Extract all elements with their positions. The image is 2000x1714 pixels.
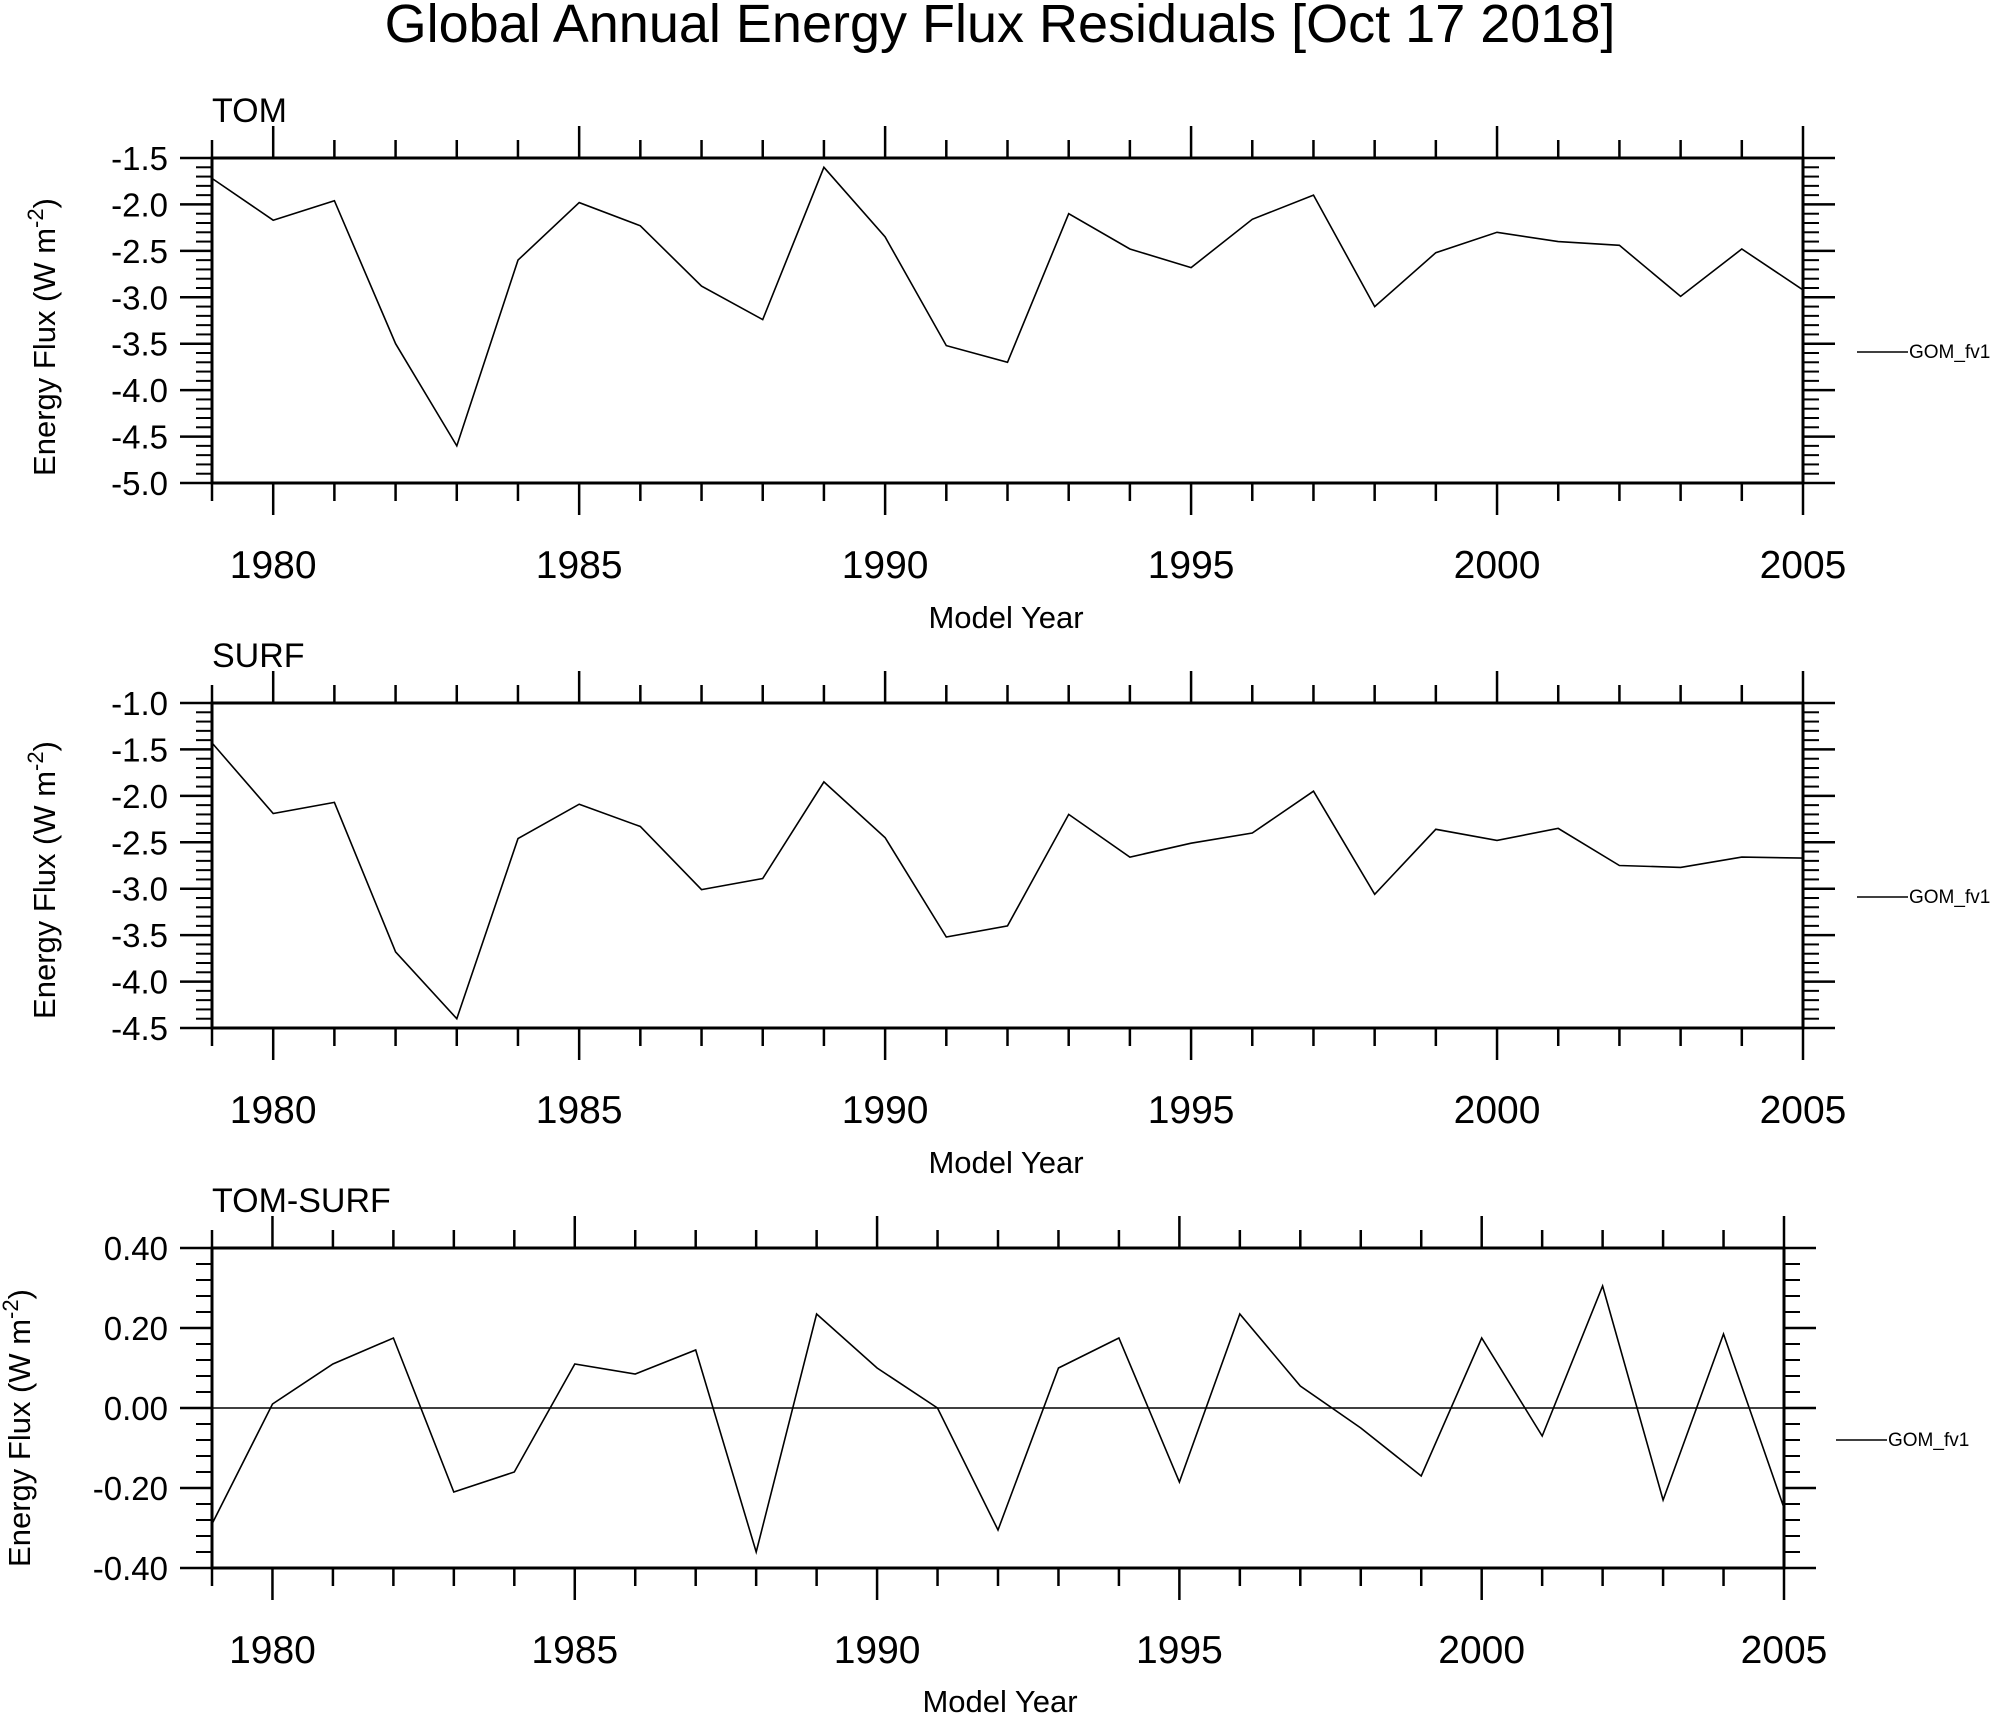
x-axis-label: Model Year — [928, 600, 1083, 635]
panel-title: TOM — [212, 92, 287, 130]
figure-title: Global Annual Energy Flux Residuals [Oct… — [385, 0, 1616, 54]
x-tick-label: 1995 — [1136, 1629, 1223, 1672]
y-axis-label: Energy Flux (W m-2) — [23, 198, 62, 476]
y-tick-label: -4.0 — [111, 964, 168, 1001]
y-tick-label: 0.20 — [104, 1310, 168, 1347]
panel-surf: SURF -4.5 -4.0 -3.5 -3.0 -2.5 -2.0 -1.5 -1.0 19… — [23, 637, 1990, 1180]
x-tick-label: 2005 — [1741, 1629, 1828, 1672]
y-axis-label: Energy Flux (W m-2) — [0, 1289, 37, 1567]
legend-label: GOM_fv1 — [1909, 887, 1990, 908]
legend: GOM_fv1 — [1857, 887, 1990, 908]
y-tick-label: 0.00 — [104, 1390, 168, 1427]
panel-title: SURF — [212, 637, 305, 675]
legend-label: GOM_fv1 — [1909, 342, 1990, 363]
y-tick-label: -5.0 — [111, 465, 168, 502]
legend: GOM_fv1 — [1857, 342, 1990, 363]
legend-label: GOM_fv1 — [1888, 1430, 1969, 1451]
y-tick-label: -1.0 — [111, 685, 168, 722]
panel-tom: TOM -5.0 -4.5 -4.0 -3.5 -3.0 -2.5 -2.0 -1.5 198… — [23, 92, 1990, 635]
x-tick-label: 1985 — [536, 544, 623, 587]
y-tick-label: -4.0 — [111, 372, 168, 409]
y-tick-label: -2.5 — [111, 824, 168, 861]
x-tick-label: 2005 — [1760, 544, 1847, 587]
y-tick-label: -1.5 — [111, 731, 168, 768]
y-tick-label: -0.20 — [93, 1470, 168, 1507]
series-line-GOM_fv1 — [211, 1283, 1785, 1556]
series-line-GOM_fv1 — [211, 165, 1804, 448]
x-tick-label: 2000 — [1438, 1629, 1525, 1672]
legend: GOM_fv1 — [1836, 1430, 1969, 1451]
x-tick-label: 1995 — [1148, 544, 1235, 587]
x-tick-label: 1985 — [536, 1089, 623, 1132]
x-axis-label: Model Year — [928, 1145, 1083, 1180]
x-tick-label: 1990 — [834, 1629, 921, 1672]
y-tick-label: -2.5 — [111, 233, 168, 270]
panel-tom-surf: TOM-SURF -0.40 -0.20 0.00 0.20 0.40 1980 1985… — [0, 1182, 1969, 1714]
x-tick-label: 2000 — [1454, 544, 1541, 587]
x-axis-label: Model Year — [922, 1684, 1077, 1714]
y-tick-label: -3.5 — [111, 917, 168, 954]
y-tick-label: -0.40 — [93, 1550, 168, 1587]
x-tick-label: 1990 — [842, 544, 929, 587]
x-tick-label: 1990 — [842, 1089, 929, 1132]
y-tick-label: -4.5 — [111, 1010, 168, 1047]
panel-title: TOM-SURF — [212, 1182, 391, 1220]
x-tick-label: 2005 — [1760, 1089, 1847, 1132]
x-tick-label: 1980 — [230, 544, 317, 587]
x-tick-label: 1980 — [229, 1629, 316, 1672]
y-tick-label: -2.0 — [111, 778, 168, 815]
x-tick-label: 1995 — [1148, 1089, 1235, 1132]
y-tick-label: -3.0 — [111, 279, 168, 316]
y-tick-label: 0.40 — [104, 1230, 168, 1267]
y-axis-label: Energy Flux (W m-2) — [23, 741, 62, 1019]
y-tick-label: -2.0 — [111, 186, 168, 223]
y-tick-label: -3.0 — [111, 871, 168, 908]
y-tick-label: -4.5 — [111, 419, 168, 456]
x-tick-label: 1980 — [230, 1089, 317, 1132]
y-tick-label: -3.5 — [111, 326, 168, 363]
y-tick-label: -1.5 — [111, 140, 168, 177]
plot-frame — [210, 701, 1805, 1030]
series-line-GOM_fv1 — [211, 742, 1804, 1021]
x-tick-label: 1985 — [531, 1629, 618, 1672]
x-tick-label: 2000 — [1454, 1089, 1541, 1132]
